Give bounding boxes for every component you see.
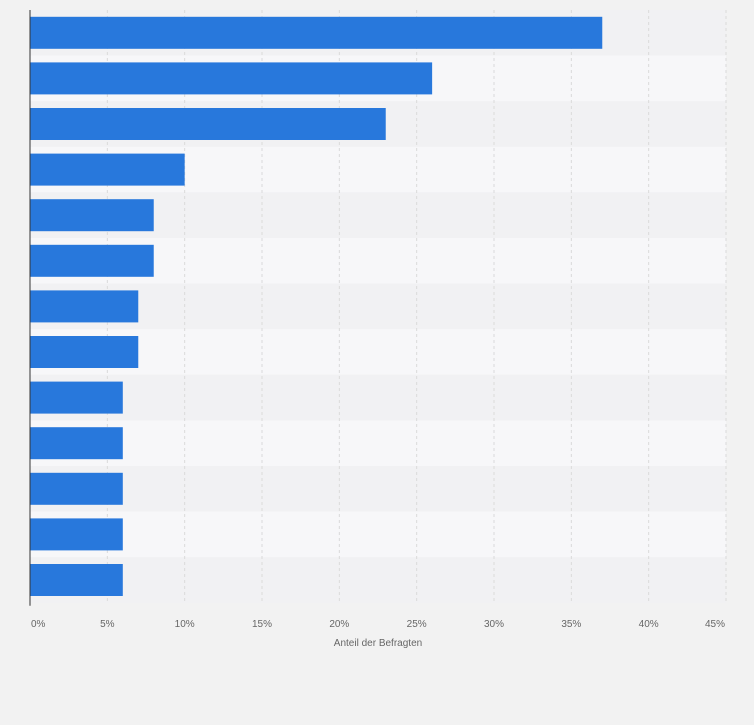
- x-tick-label: 30%: [484, 619, 504, 630]
- x-tick-label: 5%: [100, 619, 115, 630]
- row-band: [30, 466, 726, 512]
- row-band: [30, 329, 726, 375]
- bar: [30, 336, 139, 368]
- x-axis-title: Anteil der Befragten: [334, 638, 422, 649]
- bar: [30, 472, 123, 505]
- row-band: [30, 557, 726, 603]
- bar: [30, 381, 123, 414]
- x-tick-label: 45%: [705, 619, 725, 630]
- row-band: [30, 511, 726, 558]
- bar: [30, 16, 603, 49]
- bar: [30, 62, 433, 95]
- bar: [30, 244, 154, 277]
- x-tick-label: 0%: [31, 619, 46, 630]
- bar: [30, 290, 139, 323]
- x-tick-label: 25%: [407, 619, 427, 630]
- bars: [30, 16, 603, 596]
- x-tick-label: 15%: [252, 619, 272, 630]
- bar: [30, 153, 185, 186]
- bar: [30, 518, 123, 551]
- bar: [30, 427, 123, 460]
- bar: [30, 564, 123, 596]
- row-band: [30, 283, 726, 330]
- bar: [30, 108, 386, 140]
- x-tick-label: 10%: [175, 619, 195, 630]
- bar: [30, 199, 154, 232]
- x-tick-label: 20%: [329, 619, 349, 630]
- x-tick-label: 40%: [639, 619, 659, 630]
- row-band: [30, 420, 726, 466]
- x-tick-label: 35%: [561, 619, 581, 630]
- row-band: [30, 374, 726, 421]
- x-axis-tick-labels: 0% 5% 10% 15% 20% 25% 30% 35% 40% 45%: [31, 619, 725, 630]
